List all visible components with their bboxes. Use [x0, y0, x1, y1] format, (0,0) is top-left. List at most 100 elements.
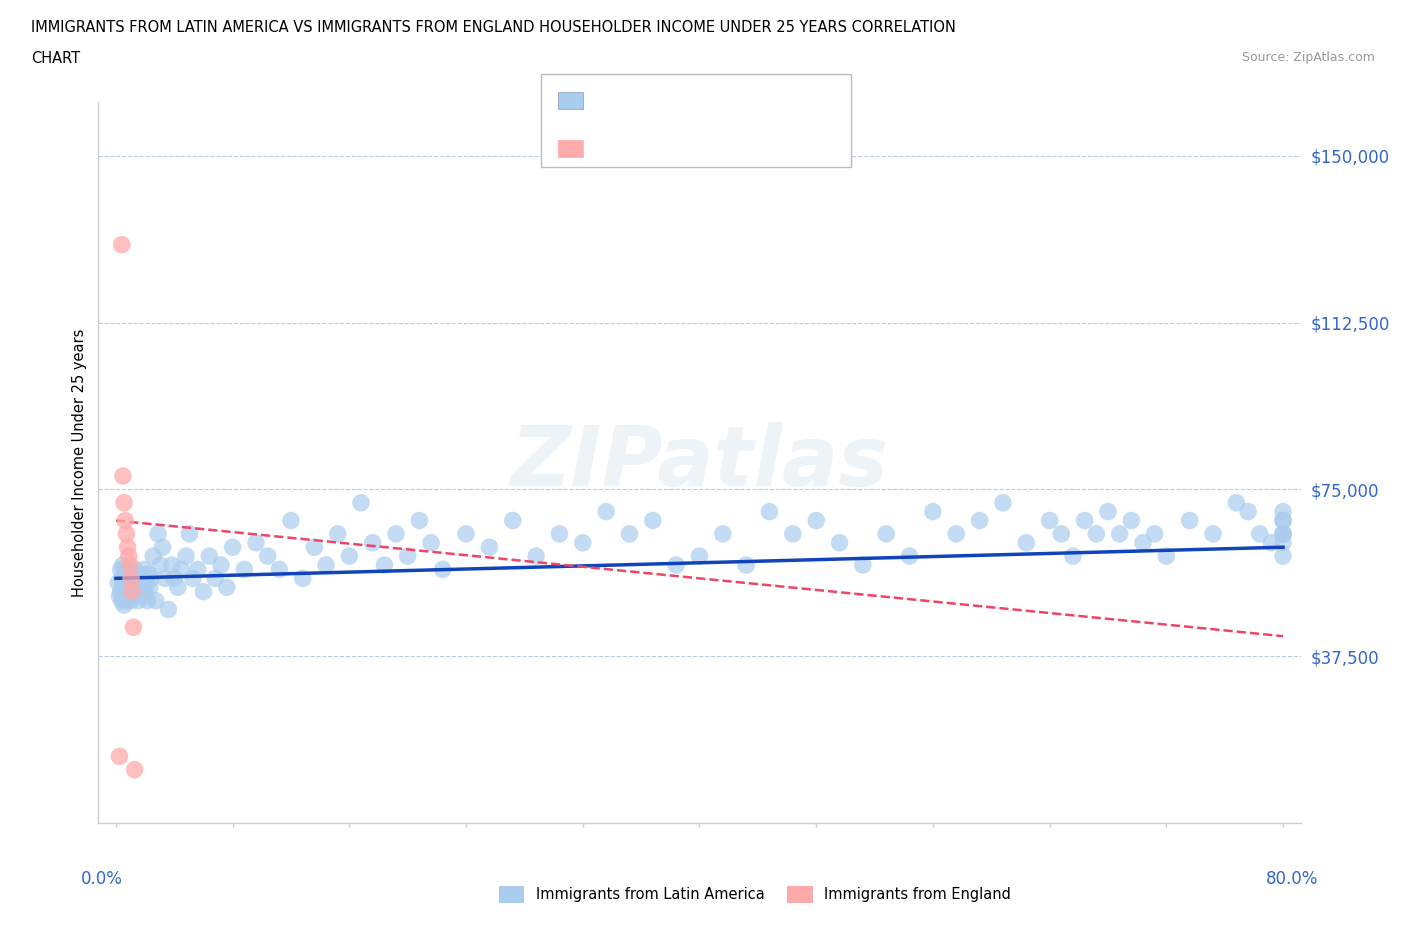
Point — [111, 469, 134, 484]
Point — [221, 539, 243, 554]
Point — [256, 549, 278, 564]
Point — [118, 584, 141, 599]
Point — [1272, 513, 1295, 528]
Point — [233, 562, 256, 577]
Point — [595, 504, 617, 519]
Point — [665, 558, 688, 573]
Text: Immigrants from Latin America: Immigrants from Latin America — [536, 887, 765, 902]
Point — [1178, 513, 1201, 528]
Point — [111, 237, 134, 252]
Point — [118, 562, 141, 577]
Text: CHART: CHART — [31, 51, 80, 66]
Point — [711, 526, 734, 541]
Point — [110, 584, 132, 599]
Point — [1097, 504, 1119, 519]
Point — [269, 562, 291, 577]
Point — [135, 576, 157, 591]
Point — [1039, 513, 1062, 528]
Point — [1108, 526, 1130, 541]
Point — [326, 526, 349, 541]
Point — [112, 598, 135, 613]
Text: IMMIGRANTS FROM LATIN AMERICA VS IMMIGRANTS FROM ENGLAND HOUSEHOLDER INCOME UNDE: IMMIGRANTS FROM LATIN AMERICA VS IMMIGRA… — [31, 20, 956, 35]
Point — [1143, 526, 1166, 541]
Point — [149, 558, 172, 573]
Point — [120, 571, 142, 586]
Text: R =: R = — [595, 93, 628, 108]
Point — [1272, 526, 1295, 541]
Point — [181, 571, 204, 586]
Point — [1272, 526, 1295, 541]
Point — [114, 513, 136, 528]
Point — [139, 579, 162, 594]
Point — [124, 562, 146, 577]
Point — [969, 513, 991, 528]
Point — [145, 593, 167, 608]
Point — [922, 504, 945, 519]
Point — [107, 576, 129, 591]
Text: 0.100: 0.100 — [630, 93, 678, 108]
Point — [619, 526, 641, 541]
Text: -0.013: -0.013 — [630, 141, 685, 156]
Point — [121, 566, 143, 581]
Point — [179, 526, 201, 541]
Point — [163, 571, 186, 586]
Point — [118, 571, 141, 586]
Point — [1272, 504, 1295, 519]
Point — [117, 579, 139, 594]
Point — [828, 536, 851, 551]
Point — [122, 620, 145, 635]
Point — [337, 549, 360, 564]
Point — [110, 562, 132, 577]
Point — [157, 602, 180, 617]
Point — [215, 579, 238, 594]
Text: 0.0%: 0.0% — [80, 870, 122, 888]
Text: Source: ZipAtlas.com: Source: ZipAtlas.com — [1241, 51, 1375, 64]
Point — [209, 558, 232, 573]
Point — [198, 549, 221, 564]
Point — [1272, 526, 1295, 541]
Point — [136, 593, 159, 608]
Point — [898, 549, 921, 564]
Point — [115, 576, 138, 591]
Point — [361, 536, 384, 551]
Text: 130: 130 — [735, 93, 768, 108]
Point — [758, 504, 780, 519]
Point — [118, 589, 141, 604]
Text: ZIPatlas: ZIPatlas — [510, 422, 889, 503]
Point — [124, 763, 146, 777]
Point — [291, 571, 314, 586]
Point — [524, 549, 547, 564]
Point — [204, 571, 226, 586]
Point — [350, 496, 373, 511]
Point — [432, 562, 454, 577]
Point — [114, 562, 136, 577]
Point — [945, 526, 967, 541]
Point — [170, 562, 193, 577]
Point — [1132, 536, 1154, 551]
Point — [420, 536, 443, 551]
Point — [128, 566, 150, 581]
Point — [571, 536, 593, 551]
Point — [806, 513, 828, 528]
Point — [111, 558, 134, 573]
Point — [782, 526, 804, 541]
Point — [125, 576, 148, 591]
Point — [152, 539, 174, 554]
Point — [1015, 536, 1038, 551]
Point — [315, 558, 337, 573]
Point — [146, 526, 169, 541]
Text: 13: 13 — [748, 141, 769, 156]
Point — [166, 579, 188, 594]
Point — [187, 562, 209, 577]
Point — [174, 549, 197, 564]
Text: N =: N = — [700, 93, 734, 108]
Point — [280, 513, 302, 528]
Point — [408, 513, 430, 528]
Point — [142, 549, 165, 564]
Point — [129, 579, 152, 594]
Point — [1272, 536, 1295, 551]
Point — [132, 589, 155, 604]
Point — [1085, 526, 1108, 541]
Text: 80.0%: 80.0% — [1267, 870, 1319, 888]
Point — [193, 584, 215, 599]
